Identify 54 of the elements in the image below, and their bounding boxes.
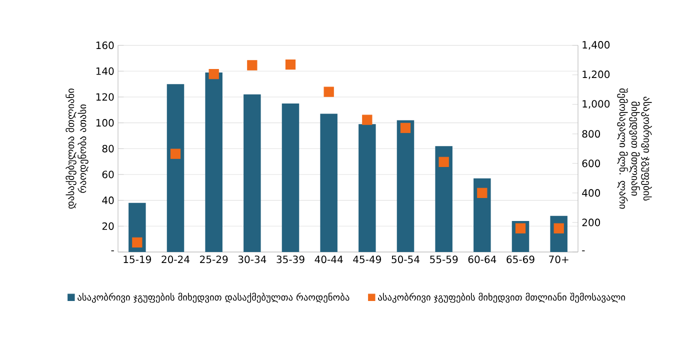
y2-tick-label: 200 [582, 218, 600, 226]
x-tick-label: 15-19 [124, 256, 152, 264]
point [477, 188, 488, 198]
legend-label: ასაკობრივი ჯგუფების მიხედვით მთლიანი შემოსავალი [378, 292, 626, 303]
y-tick-label: 100 [96, 119, 114, 127]
point [208, 69, 219, 80]
x-tick-label: 70+ [549, 256, 568, 264]
point [515, 223, 526, 234]
y-tick-label: 60 [102, 170, 114, 178]
point [554, 223, 564, 234]
point [400, 122, 411, 134]
y-tick-label: - [111, 250, 114, 252]
x-tick-label: 35-39 [276, 256, 304, 264]
point [170, 148, 181, 159]
y2-tick-label: 1,000 [582, 100, 610, 109]
x-tick-label: 60-64 [468, 256, 496, 264]
bar [320, 114, 338, 252]
x-tick-label: 40-44 [314, 256, 343, 264]
y-tick-label: 120 [96, 93, 114, 101]
bar [474, 178, 491, 252]
y2-tick-label: 600 [582, 160, 600, 168]
point [132, 237, 142, 248]
point [438, 156, 449, 168]
x-tick-label: 30-34 [238, 256, 266, 264]
y-tick-label: 160 [96, 42, 114, 50]
bar [358, 124, 376, 252]
x-tick-label: 65-69 [506, 256, 534, 264]
point [247, 60, 258, 70]
y2-tick-label: 400 [582, 189, 600, 197]
x-tick-label: 45-49 [353, 256, 381, 264]
bar [435, 146, 452, 252]
y2-tick-label: 1,200 [582, 70, 610, 80]
x-tick-label: 20-24 [162, 256, 190, 264]
bar [282, 103, 300, 252]
point [285, 59, 296, 70]
legend-label: ასაკობრივი ჯგუფების მიხედვით დასაქმებულთა რაოდენობა [78, 292, 350, 303]
y-tick-label: 80 [102, 144, 114, 152]
y2-axis-title: ასაკობრივი ჯგუფების მიხედვით მთლიანი შემოსავალი მლნ. ლარი [617, 88, 652, 209]
y2-tick-label: 800 [582, 130, 600, 138]
x-tick-label: 25-29 [200, 256, 228, 264]
point [324, 86, 334, 97]
bar [205, 72, 222, 252]
y-tick-label: 140 [96, 67, 114, 75]
x-tick-label: 50-54 [392, 256, 420, 264]
bar [396, 120, 414, 252]
y-tick-label: 20 [102, 222, 114, 230]
x-tick-label: 55-59 [430, 256, 458, 264]
y2-tick-label: - [582, 250, 585, 252]
bar [166, 84, 184, 252]
point [362, 114, 372, 125]
y2-tick-label: 1,400 [582, 41, 610, 50]
bar [244, 94, 261, 252]
y-axis-title: დასაქმებულთა მთლიანი რაოდენობა ათასი [66, 88, 88, 209]
y-tick-label: 40 [102, 196, 114, 204]
